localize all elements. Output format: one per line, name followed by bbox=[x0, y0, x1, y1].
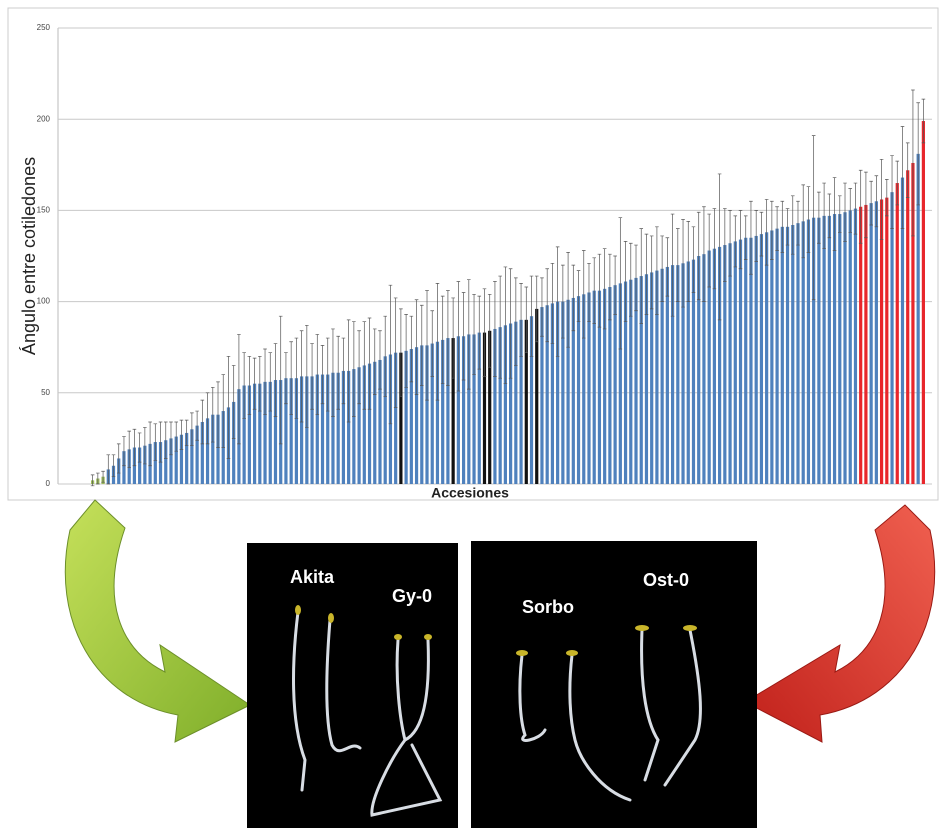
photo-right bbox=[471, 541, 757, 828]
bar bbox=[807, 220, 810, 484]
bar bbox=[849, 210, 852, 484]
bar bbox=[577, 296, 580, 484]
bar bbox=[666, 267, 669, 484]
bar bbox=[854, 209, 857, 484]
bar bbox=[744, 238, 747, 484]
photo-label: Ost-0 bbox=[643, 570, 689, 590]
green-arrow bbox=[65, 500, 250, 742]
bar bbox=[870, 203, 873, 484]
bar bbox=[817, 218, 820, 484]
y-axis-title: Ángulo entre cotiledones bbox=[19, 157, 39, 355]
y-tick-label: 200 bbox=[37, 114, 51, 123]
bar bbox=[786, 227, 789, 484]
bar bbox=[843, 212, 846, 484]
red-arrow bbox=[745, 505, 935, 742]
y-tick-label: 50 bbox=[41, 388, 50, 397]
bar bbox=[896, 183, 899, 484]
bar bbox=[890, 192, 893, 484]
bar bbox=[864, 205, 867, 484]
bar bbox=[875, 201, 878, 484]
bar bbox=[885, 198, 888, 484]
bar bbox=[770, 230, 773, 484]
bar bbox=[775, 229, 778, 484]
bar bbox=[796, 223, 799, 484]
x-axis-title: Accesiones bbox=[431, 485, 509, 501]
y-tick-label: 250 bbox=[37, 23, 51, 32]
bar bbox=[749, 238, 752, 484]
bar bbox=[734, 241, 737, 484]
bar bbox=[906, 170, 909, 484]
bar bbox=[802, 221, 805, 484]
photo-label: Sorbo bbox=[522, 597, 574, 617]
bar bbox=[755, 236, 758, 484]
bar bbox=[781, 227, 784, 484]
bar bbox=[760, 234, 763, 484]
bar bbox=[791, 225, 794, 484]
bar bbox=[739, 240, 742, 484]
bar bbox=[833, 214, 836, 484]
bar bbox=[614, 285, 617, 484]
bar bbox=[880, 199, 883, 484]
bar bbox=[728, 243, 731, 484]
bar bbox=[922, 121, 925, 484]
photo-label: Akita bbox=[290, 567, 335, 587]
figure: 050100150200250 Ángulo entre cotiledones… bbox=[0, 0, 940, 828]
photo-label: Gy-0 bbox=[392, 586, 432, 606]
bar bbox=[859, 207, 862, 484]
bar bbox=[823, 216, 826, 484]
bar bbox=[765, 232, 768, 484]
y-tick-label: 0 bbox=[46, 479, 51, 488]
bar bbox=[692, 260, 695, 484]
bar bbox=[828, 216, 831, 484]
bar bbox=[838, 214, 841, 484]
